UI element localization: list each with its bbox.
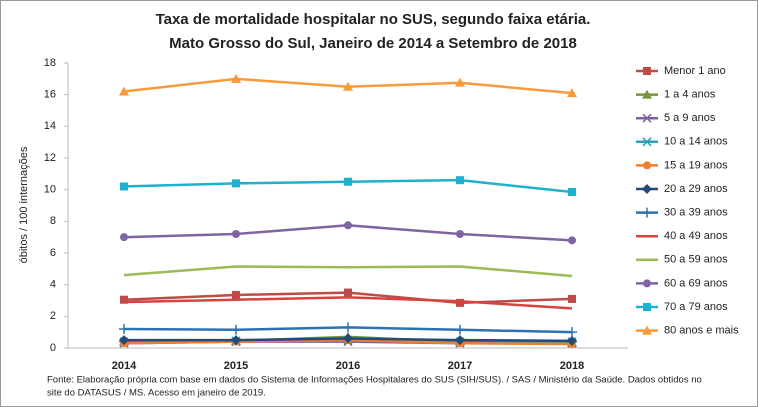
data-point <box>568 294 576 303</box>
x-tick-label: 2018 <box>560 360 584 372</box>
legend-label: 1 a 4 anos <box>664 89 716 101</box>
x-tick-label: 2016 <box>336 360 360 372</box>
y-tick-label: 10 <box>44 184 56 196</box>
data-point <box>456 298 464 307</box>
legend-marker <box>642 89 652 99</box>
y-tick-label: 16 <box>44 89 56 101</box>
legend-label: Menor 1 ano <box>664 65 726 77</box>
data-point <box>344 177 352 186</box>
y-tick-label: 12 <box>44 152 56 164</box>
data-point <box>120 295 128 304</box>
x-tick-label: 2015 <box>224 360 248 372</box>
data-point <box>567 335 577 346</box>
legend-label: 60 a 69 anos <box>664 277 728 289</box>
y-tick-label: 4 <box>50 279 56 291</box>
data-point <box>568 188 576 197</box>
y-tick-label: 14 <box>44 120 56 132</box>
legend-marker <box>642 325 652 335</box>
data-point <box>344 221 352 230</box>
legend-label: 15 a 19 anos <box>664 159 728 171</box>
data-point <box>456 230 464 238</box>
data-point <box>231 335 241 346</box>
data-point <box>567 88 577 98</box>
data-point <box>231 73 241 83</box>
legend-marker <box>642 137 652 147</box>
legend-marker <box>643 303 651 311</box>
y-tick-label: 18 <box>44 57 56 69</box>
legend-marker <box>642 207 652 218</box>
source-note: site do DATASUS / MS. Acesso em janeiro … <box>47 388 266 399</box>
legend-marker <box>642 184 652 194</box>
legend-marker <box>643 279 651 288</box>
y-tick-label: 2 <box>50 310 56 322</box>
data-point <box>231 324 241 335</box>
series-line <box>123 265 573 278</box>
data-point <box>119 324 129 334</box>
legend-label: 40 a 49 anos <box>664 230 728 242</box>
data-point <box>456 176 464 185</box>
chart-subtitle: Mato Grosso do Sul, Janeiro de 2014 a Se… <box>169 35 577 52</box>
legend-label: 70 a 79 anos <box>664 301 728 313</box>
data-point <box>455 335 465 346</box>
data-point <box>119 335 129 346</box>
x-tick-label: 2014 <box>112 360 137 372</box>
legend-label: 20 a 29 anos <box>664 183 728 195</box>
y-axis-label: óbitos / 100 internações <box>18 146 30 263</box>
x-tick-label: 2017 <box>448 360 472 372</box>
source-note: Fonte: Elaboração própria com base em da… <box>47 375 702 386</box>
data-point <box>120 233 128 242</box>
legend-label: 10 a 14 anos <box>664 136 728 148</box>
legend-label: 50 a 59 anos <box>664 254 728 266</box>
data-point <box>232 290 240 299</box>
data-point <box>120 182 128 191</box>
y-tick-label: 8 <box>50 215 56 227</box>
data-point <box>119 86 129 96</box>
y-tick-label: 0 <box>50 342 56 354</box>
data-point <box>232 179 240 188</box>
legend-marker <box>643 161 651 170</box>
legend-label: 30 a 39 anos <box>664 207 728 219</box>
legend-label: 5 a 9 anos <box>664 112 716 124</box>
y-tick-label: 6 <box>50 247 56 259</box>
data-point <box>455 77 465 87</box>
series-line <box>123 296 573 310</box>
data-point <box>343 81 353 91</box>
chart-title: Taxa de mortalidade hospitalar no SUS, s… <box>156 11 591 28</box>
data-point <box>232 230 240 238</box>
data-point <box>455 324 465 335</box>
legend-marker <box>643 67 651 75</box>
data-point <box>343 333 353 344</box>
legend-label: 80 anos e mais <box>664 325 739 337</box>
legend-marker <box>642 113 652 123</box>
data-point <box>344 288 352 297</box>
data-point <box>343 322 353 333</box>
data-point <box>567 327 577 338</box>
data-point <box>568 236 576 245</box>
